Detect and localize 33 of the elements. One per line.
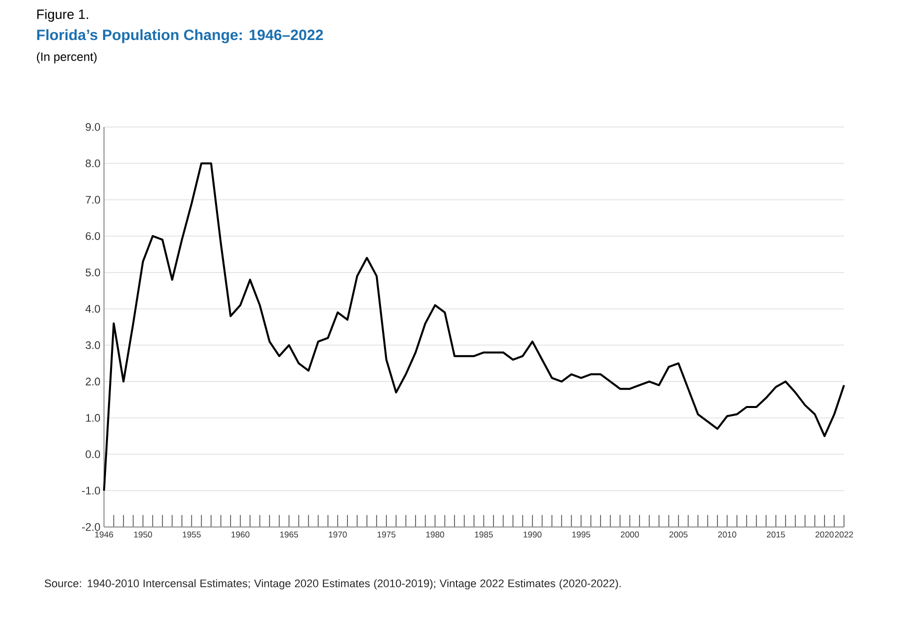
y-tick-label: 9.0 — [86, 123, 100, 131]
x-tick-label: 1970 — [328, 532, 347, 538]
x-tick-label: 2000 — [620, 532, 639, 538]
y-tick-label: -1.0 — [82, 486, 100, 495]
chart-title: Florida’s Population Change: 1946–2022 — [37, 29, 323, 44]
y-tick-label: 6.0 — [86, 232, 100, 240]
x-tick-label: 1990 — [524, 532, 542, 538]
caption: Figure 1. — [37, 9, 88, 22]
x-tick-label: 1950 — [134, 532, 152, 538]
x-tick-label: 2005 — [669, 532, 688, 538]
x-tick-label: 1985 — [474, 532, 493, 538]
y-tick-label: 1.0 — [86, 414, 100, 422]
chart-subtitle: (In percent) — [36, 52, 97, 64]
y-tick-label: 5.0 — [86, 268, 100, 276]
x-tick-label: 1965 — [280, 532, 298, 538]
y-tick-label: 3.0 — [86, 341, 100, 350]
y-tick-label: 8.0 — [86, 159, 100, 168]
x-tick-label: 1960 — [232, 532, 250, 538]
x-tick-label: 2020 — [816, 532, 834, 538]
x-tick-label: 2010 — [718, 532, 736, 538]
x-tick-label: 1980 — [426, 532, 444, 538]
x-tick-label: 1975 — [378, 532, 396, 538]
y-tick-label: -2.0 — [82, 523, 100, 531]
y-tick-label: 7.0 — [86, 196, 100, 204]
x-tick-label: 1955 — [182, 532, 201, 538]
y-tick-label: 0.0 — [86, 450, 100, 458]
x-tick-label: 1946 — [95, 532, 114, 538]
x-tick-label: 2015 — [766, 532, 785, 538]
source-note: Source: 1940-2010 Intercensal Estimates; Vintage 2020 Estimates (2010-2019); Vintage 2022 Estimates (2020-2022). — [44, 579, 621, 590]
y-tick-label: 2.0 — [86, 378, 100, 386]
x-tick-label: 2022 — [835, 532, 853, 538]
x-tick-label: 1995 — [572, 532, 590, 538]
y-tick-label: 4.0 — [85, 304, 100, 313]
